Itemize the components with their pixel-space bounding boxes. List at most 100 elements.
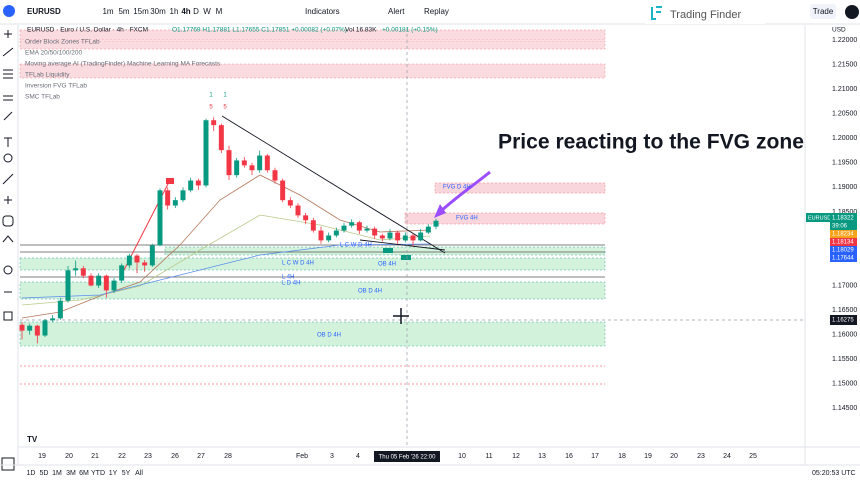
trade-button[interactable]: Trade	[813, 7, 834, 16]
candle-body	[425, 226, 431, 233]
symbol-tag	[806, 213, 830, 222]
symbol[interactable]: EURUSD	[27, 7, 61, 16]
range-button[interactable]: YTD	[91, 470, 105, 477]
candle-body	[387, 232, 393, 239]
legend-title: EURUSD · Euro / U.S. Dollar · 4h · FXCM	[27, 27, 148, 34]
level-price-label: 1.17644	[832, 256, 854, 262]
currency: USD	[832, 27, 846, 34]
tool-trash[interactable]	[3, 311, 13, 321]
candle-body	[226, 150, 232, 176]
countdown-label: 39:06	[832, 224, 848, 230]
interval[interactable]: 30m	[150, 7, 166, 16]
interval[interactable]: 1m	[102, 7, 113, 16]
candle-body	[180, 190, 186, 201]
range-button[interactable]: All	[135, 470, 143, 477]
candle-body	[310, 220, 316, 231]
candle-body	[287, 200, 293, 206]
range-button[interactable]: 5D	[40, 470, 49, 477]
indicators-button[interactable]: Indicators	[305, 7, 340, 16]
indicator-label: Inversion FVG TFLab	[25, 83, 87, 90]
candle-body	[356, 222, 362, 231]
tool-pattern[interactable]	[3, 95, 13, 101]
x-tick-label: 19	[644, 453, 652, 460]
y-tick-label: 1.16500	[832, 307, 857, 314]
interval[interactable]: 1h	[170, 7, 179, 16]
tool-zoom[interactable]	[4, 196, 12, 204]
marker	[401, 255, 411, 260]
x-tick-label: 20	[65, 453, 73, 460]
trade-button[interactable]	[810, 4, 836, 19]
interval[interactable]: M	[216, 7, 223, 16]
tool-emoji[interactable]	[3, 153, 13, 163]
interval[interactable]: W	[203, 7, 211, 16]
tool-eye[interactable]	[3, 265, 13, 275]
candle-body	[103, 275, 109, 291]
x-tick-label: 21	[91, 453, 99, 460]
tool-crosshair[interactable]	[4, 30, 12, 38]
pivot-mark: 5	[209, 105, 213, 111]
interval[interactable]: 4h	[181, 7, 190, 16]
level-price-box	[830, 254, 857, 262]
x-tick-label: 13	[538, 453, 546, 460]
candle-body	[88, 275, 94, 286]
y-tick-label: 1.21000	[832, 86, 857, 93]
range-button[interactable]: 1M	[52, 470, 62, 477]
crosshair-price-box	[830, 315, 857, 325]
level-price-box	[830, 230, 857, 238]
avatar[interactable]	[3, 5, 15, 17]
profile[interactable]	[845, 5, 859, 19]
level-price-box	[830, 246, 857, 254]
candle-body	[57, 300, 63, 319]
y-tick-label: 1.15000	[832, 380, 857, 387]
candle-body	[42, 320, 48, 336]
candle-body	[349, 222, 355, 226]
tool-text[interactable]	[4, 137, 12, 147]
tool-ruler[interactable]	[2, 173, 14, 185]
x-tick-label: 25	[749, 453, 757, 460]
candle-body	[433, 220, 439, 227]
ma-line	[21, 243, 431, 299]
replay-button[interactable]: Replay	[424, 7, 449, 16]
candle-body	[249, 165, 255, 171]
alert-button[interactable]: Alert	[388, 7, 405, 16]
tool-lock[interactable]	[2, 235, 14, 243]
range-button[interactable]: 1D	[27, 470, 36, 477]
candle-body	[402, 235, 408, 241]
tool-trendline[interactable]	[2, 47, 14, 57]
x-tick-label: 17	[591, 453, 599, 460]
zone	[19, 40, 606, 50]
interval[interactable]: 15m	[133, 7, 149, 16]
y-tick-label: 1.16000	[832, 331, 857, 338]
candle-body	[149, 245, 155, 266]
candle-body	[80, 268, 86, 276]
candle-body	[96, 275, 102, 286]
tool-brush[interactable]	[3, 111, 13, 121]
y-tick-label: 1.17000	[832, 282, 857, 289]
tool-panel[interactable]	[1, 457, 15, 471]
x-tick-label: 22	[118, 453, 126, 460]
indicator-label: EMA 20/50/100/200	[25, 50, 82, 57]
last-price-label: 1.18322	[832, 216, 854, 222]
range-button[interactable]: 6M	[79, 470, 89, 477]
zone-label: L D 4H	[282, 281, 300, 287]
pivot-mark: 5	[223, 105, 227, 111]
tool-fib[interactable]	[3, 69, 13, 79]
fvg-zone	[404, 212, 606, 225]
interval[interactable]: 5m	[118, 7, 129, 16]
candle-body	[264, 155, 270, 171]
pivot-mark: 1	[209, 93, 213, 99]
x-tick-label: 18	[618, 453, 626, 460]
candle-body	[65, 270, 71, 301]
interval[interactable]: D	[193, 7, 199, 16]
range-button[interactable]: 5Y	[122, 470, 131, 477]
range-button[interactable]: 1Y	[109, 470, 118, 477]
x-tick-label: 12	[512, 453, 520, 460]
range-button[interactable]: 3M	[66, 470, 76, 477]
candle-body	[165, 190, 171, 206]
ma-line	[21, 214, 431, 306]
tool-magnet[interactable]	[2, 215, 14, 227]
trendline	[221, 115, 446, 254]
brand-box	[645, 4, 765, 24]
